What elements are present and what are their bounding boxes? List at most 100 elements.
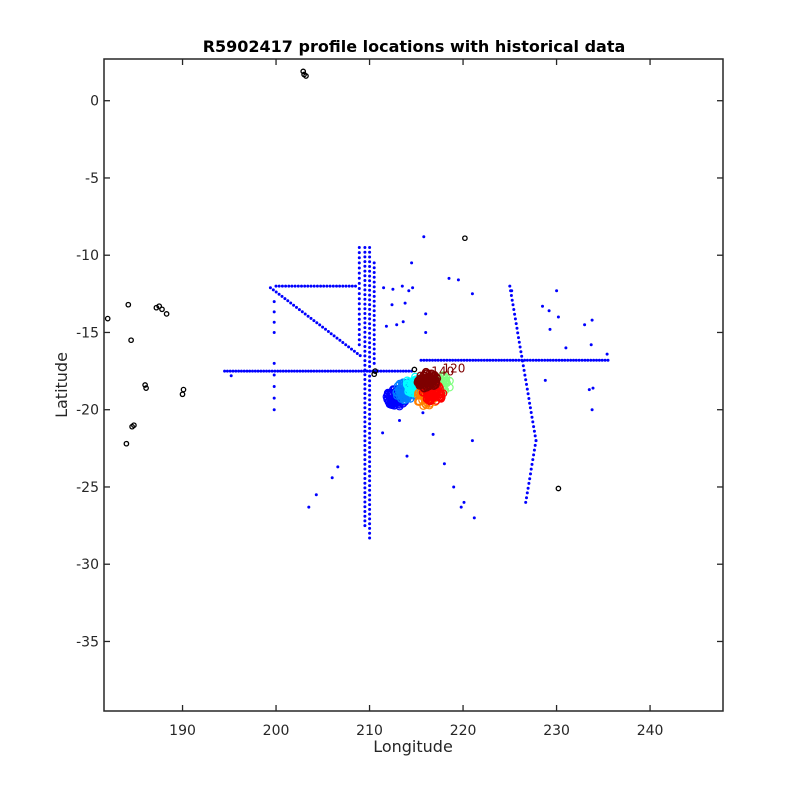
x-axis-label: Longitude — [373, 737, 453, 756]
historical-point — [517, 358, 521, 362]
historical-point — [357, 266, 361, 270]
historical-point — [512, 308, 516, 311]
historical-point — [465, 358, 469, 362]
historical-point — [368, 417, 372, 421]
historical-point — [494, 358, 498, 362]
historical-point — [433, 358, 437, 362]
historical-point — [303, 312, 307, 316]
coastline-point — [180, 386, 187, 393]
historical-point — [505, 358, 509, 362]
historical-point — [577, 358, 581, 362]
historical-point — [229, 374, 233, 378]
plot-frame — [103, 58, 724, 712]
historical-point — [340, 369, 344, 373]
historical-point — [363, 378, 367, 381]
historical-point — [368, 460, 372, 464]
profile-point — [427, 369, 436, 378]
coastline-point — [142, 382, 148, 388]
historical-point — [546, 358, 550, 362]
historical-point — [363, 297, 367, 301]
coastline-point — [462, 235, 468, 242]
historical-point — [521, 359, 524, 363]
historical-point — [368, 322, 372, 326]
historical-point — [368, 446, 372, 449]
historical-point — [491, 358, 495, 362]
historical-point — [523, 373, 527, 377]
historical-point — [555, 289, 559, 293]
historical-point — [372, 309, 376, 313]
historical-point — [268, 286, 272, 290]
historical-point — [277, 292, 281, 296]
historical-point — [580, 358, 584, 362]
historical-point — [393, 369, 397, 373]
historical-point — [363, 500, 367, 504]
historical-point — [368, 455, 372, 459]
historical-point — [357, 302, 361, 306]
historical-point — [372, 338, 376, 341]
historical-point — [344, 343, 348, 347]
historical-point — [358, 354, 362, 358]
historical-point — [363, 354, 367, 358]
historical-point — [290, 284, 294, 288]
historical-point — [277, 284, 281, 288]
historical-point — [411, 286, 415, 290]
x-tick-label: 190 — [169, 723, 196, 739]
historical-point — [256, 369, 260, 373]
historical-point — [357, 338, 361, 342]
historical-point — [284, 369, 288, 373]
historical-point — [482, 358, 486, 362]
coastline-point — [555, 485, 562, 492]
historical-point — [431, 358, 434, 362]
historical-point — [372, 285, 376, 289]
historical-point — [524, 500, 528, 504]
historical-point — [363, 283, 367, 287]
historical-point — [517, 336, 520, 340]
historical-point — [368, 265, 372, 268]
historical-point — [280, 294, 284, 298]
historical-point — [368, 274, 372, 278]
historical-point — [307, 505, 311, 509]
historical-point — [223, 369, 227, 373]
historical-point — [363, 462, 367, 466]
historical-point — [357, 261, 361, 265]
historical-point — [372, 266, 376, 270]
historical-point — [272, 408, 276, 412]
historical-point — [357, 307, 361, 311]
historical-point — [272, 300, 276, 304]
historical-point — [338, 338, 342, 342]
historical-point — [368, 436, 372, 440]
historical-point — [315, 284, 319, 288]
historical-point — [591, 386, 595, 390]
historical-point — [312, 284, 316, 288]
historical-point — [431, 432, 435, 436]
historical-point — [603, 358, 607, 362]
historical-point — [563, 358, 567, 362]
historical-point — [372, 318, 376, 322]
historical-point — [272, 361, 276, 365]
historical-point — [281, 369, 285, 373]
historical-point — [532, 448, 536, 452]
y-tick-label: -20 — [76, 403, 99, 419]
historical-point — [384, 324, 388, 328]
historical-point — [382, 286, 386, 290]
historical-point — [354, 369, 358, 373]
historical-point — [368, 517, 372, 521]
historical-point — [525, 491, 529, 495]
historical-point — [399, 369, 402, 373]
historical-point — [528, 401, 532, 405]
historical-point — [284, 284, 288, 288]
historical-point — [237, 369, 241, 373]
historical-point — [245, 369, 249, 373]
historical-point — [272, 331, 276, 334]
historical-point — [368, 307, 372, 311]
historical-point — [345, 369, 349, 373]
historical-point — [368, 512, 372, 516]
historical-point — [272, 310, 276, 314]
historical-point — [273, 369, 277, 373]
historical-point — [300, 310, 304, 314]
historical-point — [530, 415, 534, 419]
historical-point — [363, 260, 367, 264]
historical-point — [286, 299, 290, 303]
historical-point — [363, 349, 367, 353]
historical-point — [320, 369, 324, 373]
